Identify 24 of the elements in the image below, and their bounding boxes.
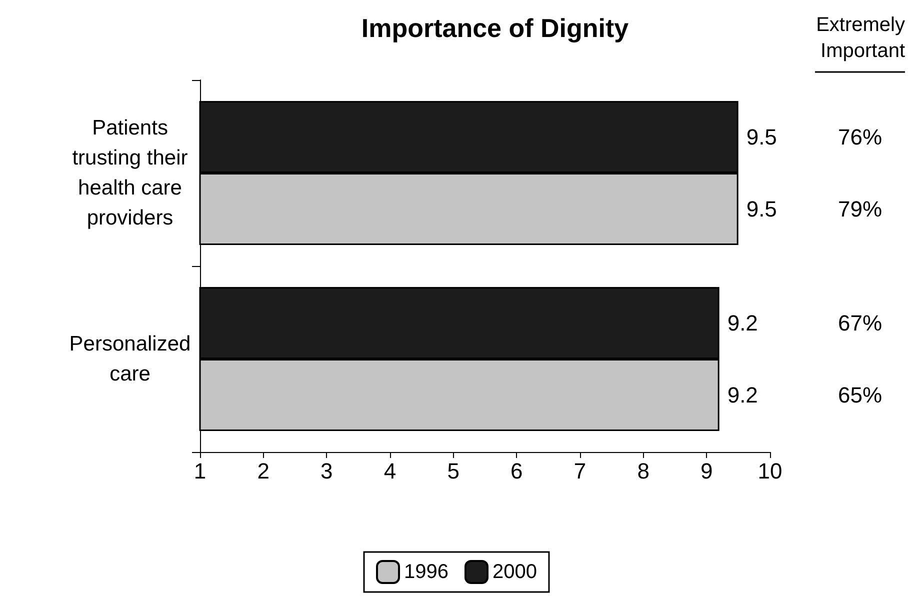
x-tick-label: 2 (257, 458, 270, 484)
x-tick-label: 3 (320, 458, 333, 484)
x-tick-label: 9 (700, 458, 713, 484)
x-tick-label: 1 (194, 458, 206, 484)
x-tick-label: 10 (758, 458, 782, 484)
x-tick-label: 8 (637, 458, 650, 484)
x-tick-label: 5 (447, 458, 460, 484)
y-tick-label: Personalized care (69, 332, 191, 386)
data-label: 9.2 (727, 382, 758, 408)
text: 67% (838, 310, 882, 336)
x-tick-label: 4 (384, 458, 396, 484)
text: Extremely Important (816, 14, 906, 62)
x-tick-label: 7 (574, 458, 586, 484)
data-label: 9.5 (746, 196, 777, 222)
legend-label: 2000 (492, 561, 537, 583)
x-tick-label: 6 (510, 458, 523, 484)
text: 65% (838, 382, 882, 408)
data-label: 9.2 (727, 310, 758, 336)
text: 79% (838, 196, 882, 222)
y-tick-label: Patients trusting their health care providers (72, 116, 188, 230)
legend-label: 1996 (404, 561, 449, 583)
chart-title: Importance of Dignity (361, 13, 630, 43)
data-label: 9.5 (746, 124, 777, 150)
text: 76% (838, 124, 882, 150)
